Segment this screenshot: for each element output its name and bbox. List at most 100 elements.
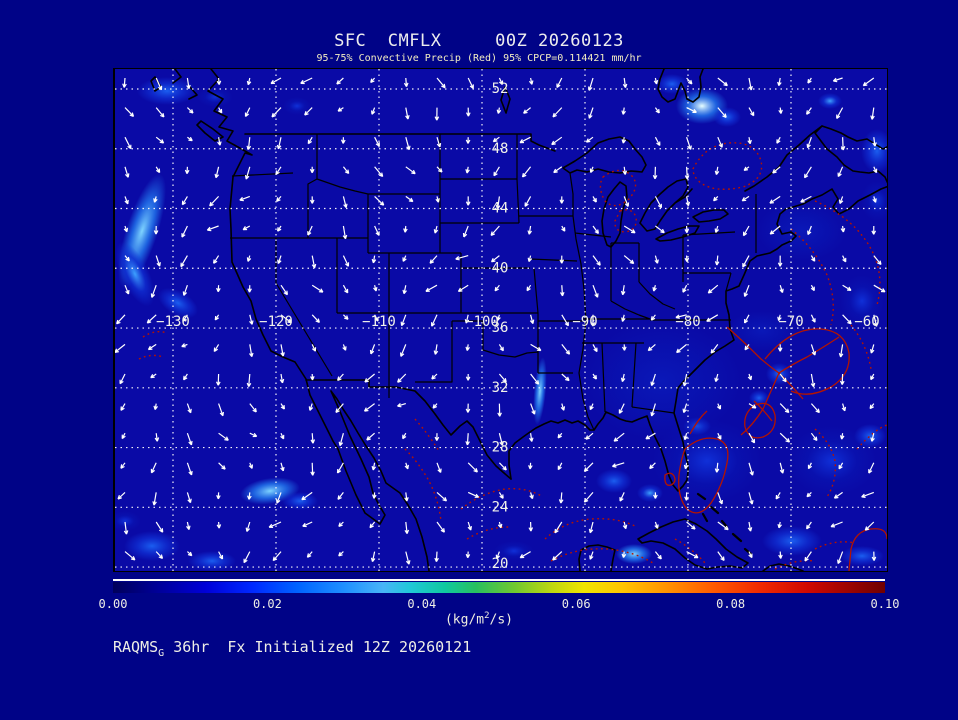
wind-vector	[155, 136, 165, 144]
wind-vector	[682, 284, 688, 293]
lat-tick-label: 20	[492, 556, 509, 571]
wind-vector	[714, 462, 720, 473]
wind-vector	[464, 314, 470, 324]
bahamas-islands	[696, 492, 753, 556]
wind-vector	[218, 432, 229, 441]
wind-vector	[654, 196, 662, 209]
wind-vector	[369, 521, 376, 529]
wind-vector	[245, 521, 251, 532]
wind-vector	[686, 551, 699, 559]
wind-vector	[810, 432, 818, 442]
wind-vector	[277, 255, 282, 265]
wind-vector	[654, 107, 660, 114]
wind-vector	[338, 433, 344, 447]
wind-vector	[832, 77, 843, 83]
wind-vector	[249, 314, 254, 325]
map-canvas: 52 48 44 40 36 32 28 24 20 −130 −120 −110 −100 −90 −80…	[115, 69, 887, 571]
wind-vector	[529, 433, 534, 442]
wind-vector	[300, 77, 313, 85]
wind-vector	[155, 255, 161, 267]
wind-vector	[868, 462, 875, 474]
wind-vector	[373, 285, 378, 292]
wind-vector	[653, 492, 658, 499]
wind-vector	[155, 166, 161, 174]
colorbar-tick-label: 0.08	[716, 597, 746, 611]
wind-vector	[465, 344, 470, 351]
wind-vector	[838, 462, 844, 470]
wind-vector	[402, 285, 407, 295]
wind-vector	[372, 492, 377, 499]
wind-vector	[217, 137, 222, 146]
wind-vector	[496, 314, 501, 321]
hispaniola	[762, 563, 804, 571]
yucatan	[578, 544, 616, 571]
wind-vector	[213, 255, 220, 264]
wind-vector	[748, 107, 755, 117]
wind-vector	[180, 255, 188, 268]
wind-vector	[370, 551, 376, 563]
wind-vector	[467, 491, 480, 498]
wind-vector	[371, 255, 377, 264]
wind-vector	[717, 521, 729, 531]
flux-hotspot	[749, 390, 769, 406]
wind-vector	[810, 373, 816, 388]
wind-vector	[650, 373, 656, 387]
wind-vector	[218, 551, 224, 560]
wind-vector	[714, 255, 720, 266]
wind-vector	[366, 432, 375, 441]
wind-vector	[807, 225, 812, 236]
wind-vector	[338, 521, 344, 527]
lat-tick-label: 40	[492, 260, 509, 276]
colorbar-tick-label: 0.06	[561, 597, 591, 611]
wind-vector	[276, 196, 282, 202]
wind-vector	[652, 166, 658, 180]
flux-hotspot	[854, 424, 886, 448]
wind-vector	[150, 284, 157, 298]
wind-vector	[342, 344, 347, 351]
wind-vector	[371, 462, 377, 471]
wind-vector	[861, 491, 875, 498]
wind-vector	[621, 344, 627, 351]
wind-vector	[778, 551, 783, 559]
wind-vector	[397, 402, 406, 408]
wind-vector	[123, 521, 129, 535]
wind-vector	[405, 195, 414, 203]
flux-hotspot	[762, 526, 822, 556]
lon-tick-label: −90	[572, 314, 597, 330]
wind-vector	[686, 77, 693, 85]
contour-tiny-florida	[664, 472, 676, 486]
flux-hotspot	[787, 426, 877, 496]
wind-vector	[119, 373, 126, 385]
lon-tick-label: −100	[465, 314, 499, 330]
wind-vector	[433, 344, 439, 355]
wind-vector	[405, 551, 411, 565]
wind-vector	[374, 166, 384, 178]
flux-hotspot	[158, 287, 198, 319]
wind-vector	[747, 521, 753, 532]
wind-vector	[588, 107, 594, 119]
wind-vector	[622, 77, 628, 89]
wind-vector	[869, 403, 875, 410]
wind-vector	[862, 77, 875, 87]
wind-vector	[551, 136, 563, 146]
wind-vector	[246, 77, 252, 86]
wind-vector	[465, 196, 471, 206]
wind-vector	[124, 284, 130, 295]
wind-vector	[554, 521, 563, 534]
wind-vector	[529, 492, 534, 500]
lon-tick-label: −70	[778, 314, 803, 330]
contour-small-loop	[744, 402, 776, 439]
wind-vector	[146, 314, 157, 324]
wind-vector	[559, 285, 565, 297]
wind-vector	[181, 225, 188, 238]
wind-vector	[592, 196, 597, 203]
wind-vector	[652, 285, 657, 292]
wind-vector	[744, 344, 750, 351]
wind-vector	[810, 314, 816, 323]
flux-hotspot	[124, 531, 180, 561]
wind-vector	[529, 314, 535, 324]
wind-vector	[280, 284, 288, 296]
wind-vector	[622, 166, 628, 175]
wind-vector	[369, 344, 376, 355]
wind-vector	[121, 432, 126, 440]
